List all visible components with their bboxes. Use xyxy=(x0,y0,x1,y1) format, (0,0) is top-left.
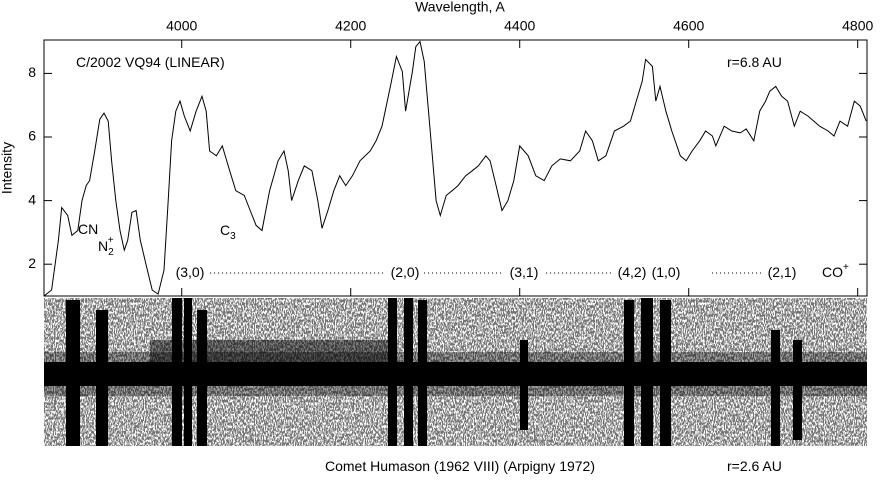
annotation-sup: + xyxy=(108,235,114,246)
annotation: N2+ xyxy=(98,235,114,258)
y-tick-label: 8 xyxy=(28,64,36,80)
annotation-sub: 2 xyxy=(108,247,114,258)
annotation-text: (2,0) xyxy=(391,264,420,280)
annotation-sub: 3 xyxy=(230,231,236,242)
y-tick-label: 2 xyxy=(28,255,36,271)
x-tick-label: 4800 xyxy=(842,18,873,34)
annotation: (1,0) xyxy=(652,264,681,280)
spectrum-photograph xyxy=(44,272,867,446)
annotation: (3,0) xyxy=(176,264,205,280)
plot-frame xyxy=(43,39,868,297)
x-tick-label: 4200 xyxy=(335,18,366,34)
annotation: (2,0) xyxy=(391,264,420,280)
annotation-text: r=6.8 AU xyxy=(727,54,782,70)
annotation-text: N xyxy=(98,238,108,254)
annotation: CO+ xyxy=(822,262,849,280)
annotation: (3,1) xyxy=(510,264,539,280)
annotation: (4,2) xyxy=(618,264,647,280)
annotation-text: (3,0) xyxy=(176,264,205,280)
y-axis-label: Intensity xyxy=(0,142,15,194)
annotation-sup: + xyxy=(843,262,849,273)
annotation: C/2002 VQ94 (LINEAR) xyxy=(76,54,225,70)
x-tick-label: 4600 xyxy=(673,18,704,34)
annotation-text: CO xyxy=(822,264,843,280)
x-axis-label: Wavelength, A xyxy=(415,0,505,15)
annotation: r=6.8 AU xyxy=(727,54,782,70)
annotation-text: C/2002 VQ94 (LINEAR) xyxy=(76,54,225,70)
annotation: r=2.6 AU xyxy=(727,458,782,474)
annotation: CN xyxy=(78,221,98,237)
annotation-text: r=2.6 AU xyxy=(727,458,782,474)
y-tick-label: 4 xyxy=(28,191,36,207)
x-tick-label: 4000 xyxy=(166,18,197,34)
y-tick-label: 6 xyxy=(28,128,36,144)
annotation: Comet Humason (1962 VIII) (Arpigny 1972) xyxy=(325,458,595,474)
x-tick-label: 4400 xyxy=(504,18,535,34)
annotation-text: C xyxy=(220,222,230,238)
annotation-text: CN xyxy=(78,221,98,237)
annotation-text: (3,1) xyxy=(510,264,539,280)
annotation-text: (2,1) xyxy=(768,264,797,280)
spectrum-line xyxy=(43,40,867,297)
annotation-text: (4,2) xyxy=(618,264,647,280)
annotation-text: Comet Humason (1962 VIII) (Arpigny 1972) xyxy=(325,458,595,474)
annotation-text: (1,0) xyxy=(652,264,681,280)
annotation: (2,1) xyxy=(768,264,797,280)
annotation: C3 xyxy=(220,222,236,242)
